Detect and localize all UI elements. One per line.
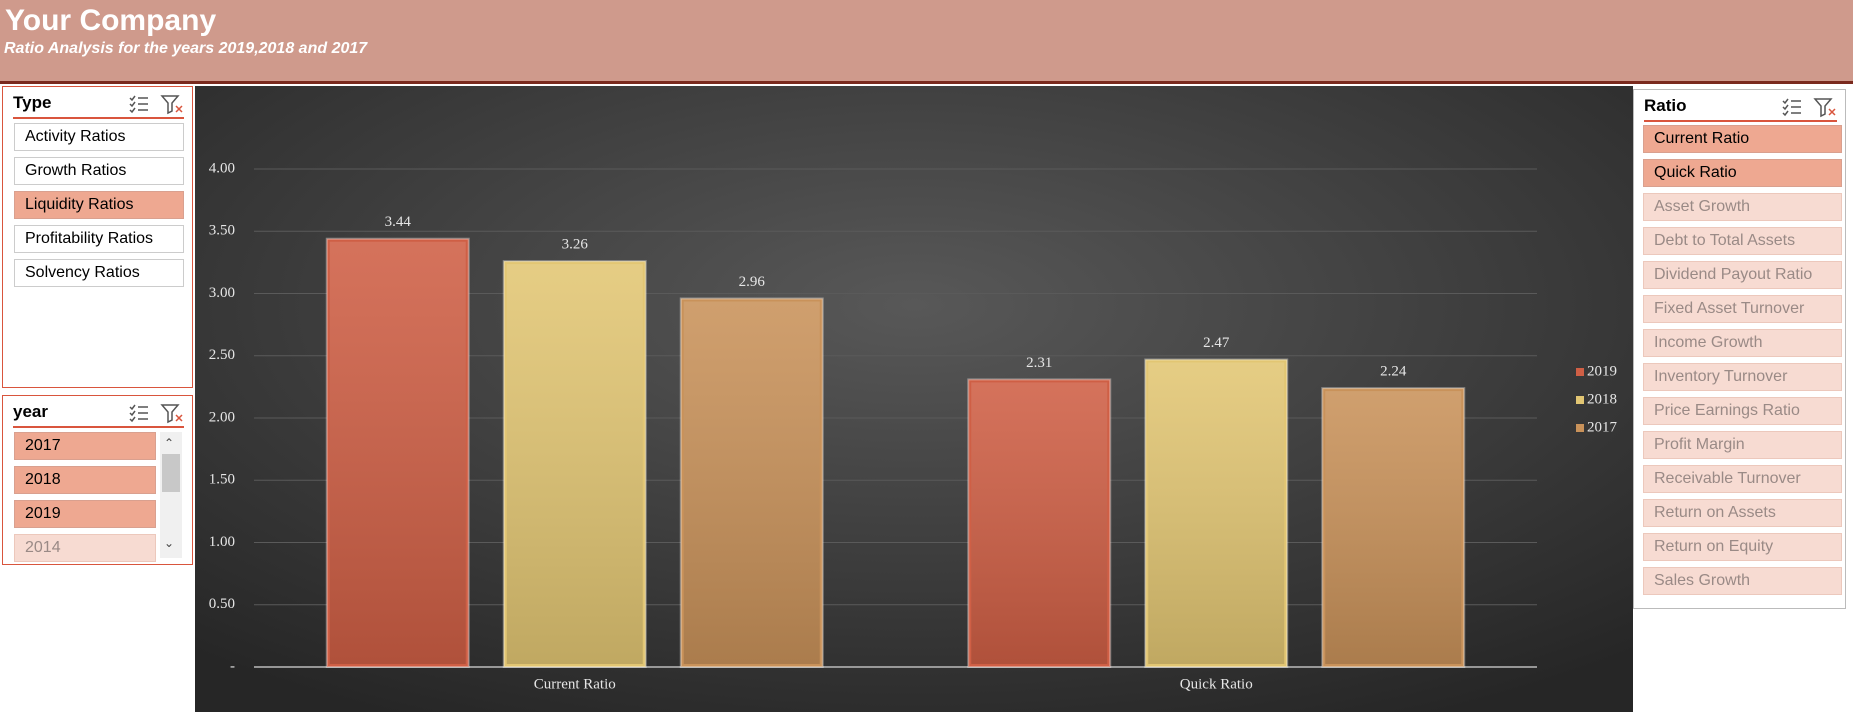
slicer-icons[interactable] xyxy=(126,93,186,120)
value-label: 2.96 xyxy=(739,274,766,290)
legend-label: 2017 xyxy=(1587,419,1618,435)
value-label: 2.31 xyxy=(1026,355,1052,371)
slicer-item[interactable]: Fixed Asset Turnover xyxy=(1643,295,1842,323)
slicer-item[interactable]: Growth Ratios xyxy=(14,157,184,185)
slicer-underline xyxy=(13,117,184,119)
value-label: 3.44 xyxy=(385,214,412,230)
y-tick-label: - xyxy=(230,658,235,674)
bar-shine xyxy=(506,264,643,664)
slicer-icons[interactable] xyxy=(126,402,186,429)
y-tick-label: 0.50 xyxy=(209,596,235,612)
slicer-item[interactable]: Return on Equity xyxy=(1643,533,1842,561)
slicer-item[interactable]: Receivable Turnover xyxy=(1643,465,1842,493)
legend-swatch xyxy=(1576,424,1584,432)
legend-swatch xyxy=(1576,368,1584,376)
slicer-item[interactable]: Dividend Payout Ratio xyxy=(1643,261,1842,289)
y-tick-label: 1.50 xyxy=(209,472,235,488)
ratio-slicer: Ratio Current Ratio Quick Ratio Asset Growt… xyxy=(1633,89,1846,609)
slicer-title: Type xyxy=(13,93,52,112)
slicer-item[interactable]: Activity Ratios xyxy=(14,123,184,151)
slicer-item[interactable]: 2018 xyxy=(14,466,156,494)
bar-shine xyxy=(329,241,466,664)
y-tick-label: 4.00 xyxy=(209,160,235,176)
y-tick-label: 1.00 xyxy=(209,534,235,550)
slicer-underline xyxy=(1644,120,1837,122)
slicer-item[interactable]: Price Earnings Ratio xyxy=(1643,397,1842,425)
slicer-item[interactable]: Income Growth xyxy=(1643,329,1842,357)
y-tick-label: 3.00 xyxy=(209,285,235,301)
slicer-title: year xyxy=(13,402,48,421)
legend-label: 2018 xyxy=(1587,391,1617,407)
slicer-item[interactable]: Inventory Turnover xyxy=(1643,363,1842,391)
slicer-item[interactable]: Asset Growth xyxy=(1643,193,1842,221)
chart: - 0.50 1.00 1.50 2.00 2.50 3.00 3.50 4.00 Current… xyxy=(195,86,1633,712)
slicer-item[interactable]: Profitability Ratios xyxy=(14,225,184,253)
scrollbar[interactable]: ⌃ ⌄ xyxy=(160,432,182,558)
slicer-item[interactable]: 2019 xyxy=(14,500,156,528)
year-slicer: ⌃ ⌄ year 2017 2018 2019 2014 xyxy=(2,395,193,565)
slicer-item[interactable]: Debt to Total Assets xyxy=(1643,227,1842,255)
header: Your Company Ratio Analysis for the year… xyxy=(0,0,1853,84)
slicer-underline xyxy=(13,426,184,428)
value-label: 3.26 xyxy=(562,237,589,253)
y-tick-label: 3.50 xyxy=(209,223,235,239)
x-tick-label: Current Ratio xyxy=(534,676,616,692)
bar-shine xyxy=(1148,362,1285,664)
bar-shine xyxy=(1325,391,1462,664)
slicer-icons[interactable] xyxy=(1779,96,1839,123)
slicer-item[interactable]: Liquidity Ratios xyxy=(14,191,184,219)
slicer-title: Ratio xyxy=(1644,96,1687,115)
y-tick-label: 2.00 xyxy=(209,409,235,425)
bar-shine xyxy=(683,301,820,664)
slicer-item[interactable]: Sales Growth xyxy=(1643,567,1842,595)
slicer-item[interactable]: Return on Assets xyxy=(1643,499,1842,527)
y-tick-label: 2.50 xyxy=(209,347,235,363)
type-slicer: Type Activity Ratios Growth Ratios Liquidit… xyxy=(2,86,193,388)
header-subtitle: Ratio Analysis for the years 2019,2018 a… xyxy=(4,40,368,57)
slicer-item[interactable]: 2017 xyxy=(14,432,156,460)
legend-swatch xyxy=(1576,396,1584,404)
bar-shine xyxy=(971,382,1108,664)
value-label: 2.24 xyxy=(1380,364,1407,380)
slicer-item[interactable]: Quick Ratio xyxy=(1643,159,1842,187)
value-label: 2.47 xyxy=(1203,335,1230,351)
legend-label: 2019 xyxy=(1587,363,1617,379)
slicer-item[interactable]: Profit Margin xyxy=(1643,431,1842,459)
slicer-item[interactable]: Solvency Ratios xyxy=(14,259,184,287)
slicer-item[interactable]: 2014 xyxy=(14,534,156,562)
x-tick-label: Quick Ratio xyxy=(1180,676,1253,692)
header-title: Your Company xyxy=(5,4,217,37)
slicer-item[interactable]: Current Ratio xyxy=(1643,125,1842,153)
